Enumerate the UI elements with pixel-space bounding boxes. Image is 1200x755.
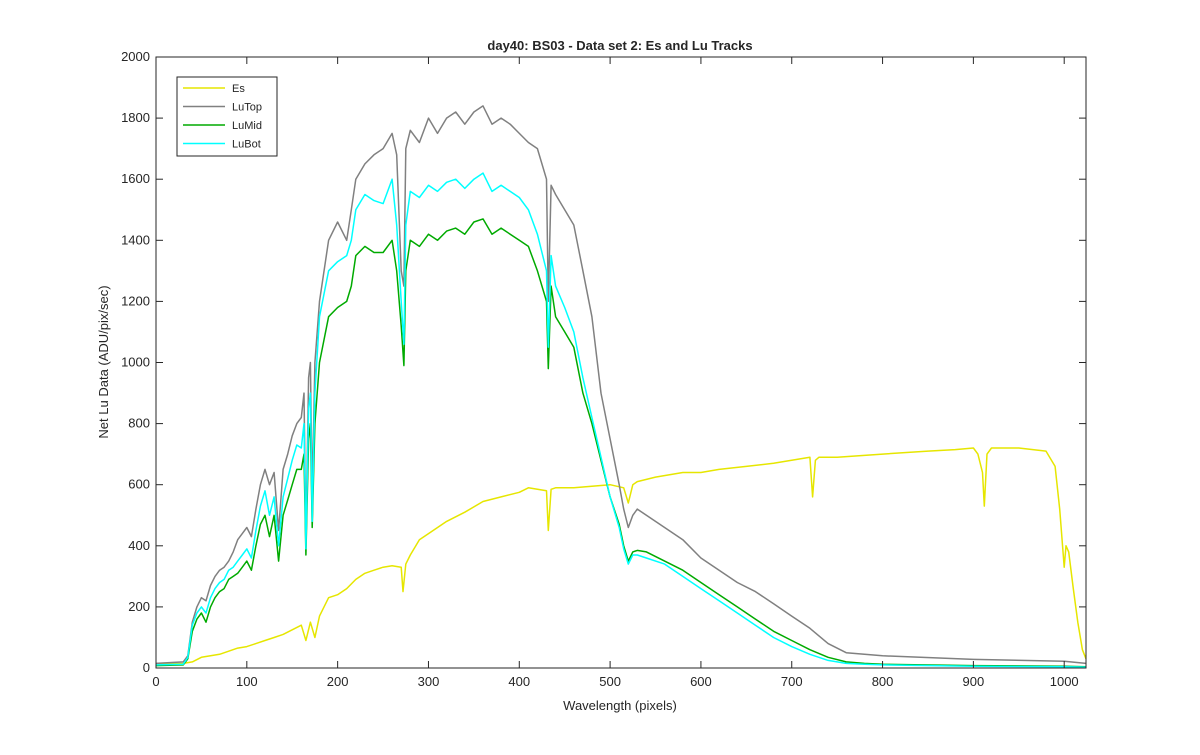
y-tick-label: 400 — [128, 538, 150, 553]
x-tick-label: 100 — [236, 674, 258, 689]
y-tick-label: 1800 — [121, 110, 150, 125]
x-tick-label: 600 — [690, 674, 712, 689]
legend-label-es: Es — [232, 83, 245, 95]
x-tick-label: 700 — [781, 674, 803, 689]
y-tick-label: 1400 — [121, 232, 150, 247]
series-line-es — [155, 447, 1087, 666]
x-tick-label: 800 — [872, 674, 894, 689]
legend-label-lumid: LuMid — [232, 120, 262, 132]
y-tick-label: 600 — [128, 477, 150, 492]
x-tick-label: 1000 — [1050, 674, 1079, 689]
x-tick-label: 300 — [418, 674, 440, 689]
y-tick-label: 200 — [128, 599, 150, 614]
x-axis-label: Wavelength (pixels) — [563, 698, 677, 713]
x-tick-label: 400 — [508, 674, 530, 689]
y-tick-label: 1000 — [121, 355, 150, 370]
legend: Es LuTop LuMid LuBot — [176, 76, 278, 157]
chart-title: day40: BS03 - Data set 2: Es and Lu Trac… — [487, 38, 752, 53]
x-tick-label: 0 — [152, 674, 159, 689]
y-tick-label: 1200 — [121, 293, 150, 308]
y-tick-label: 1600 — [121, 171, 150, 186]
x-tick-label: 900 — [963, 674, 985, 689]
y-tick-label: 0 — [143, 660, 150, 675]
series-line-lubot — [155, 172, 1087, 668]
y-tick-label: 800 — [128, 416, 150, 431]
y-tick-label: 2000 — [121, 49, 150, 64]
x-tick-label: 500 — [599, 674, 621, 689]
series-line-lutop — [155, 105, 1087, 665]
legend-label-lubot: LuBot — [232, 139, 261, 151]
x-tick-label: 200 — [327, 674, 349, 689]
legend-label-lutop: LuTop — [232, 102, 262, 114]
plot-area — [156, 57, 1086, 668]
y-axis-label: Net Lu Data (ADU/pix/sec) — [96, 285, 111, 438]
